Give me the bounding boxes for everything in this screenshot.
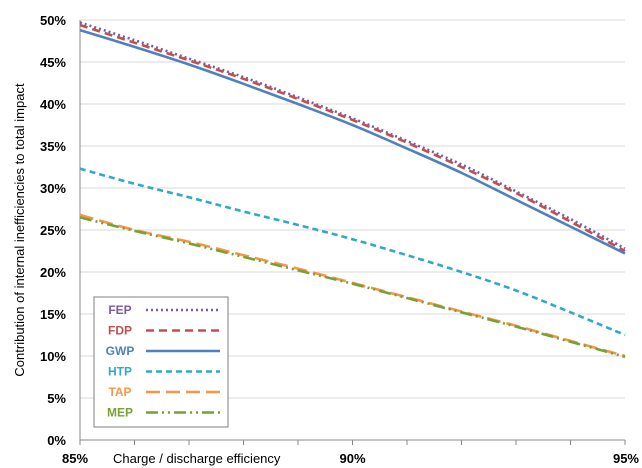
legend-label-gwp: GWP	[106, 344, 135, 358]
x-ticks: 85% 90% 95%	[62, 440, 639, 466]
y-axis-label: Contribution of internal inefficiencies …	[12, 83, 27, 377]
series-line-fep	[79, 21, 626, 250]
y-tick-label: 45%	[40, 55, 66, 70]
x-tick-label: 90%	[339, 451, 365, 466]
y-tick-label: 10%	[40, 349, 66, 364]
x-tick-label: 85%	[62, 451, 88, 466]
series-line-htp	[79, 167, 626, 337]
y-tick-label: 5%	[47, 391, 66, 406]
x-tick-label: 95%	[613, 451, 639, 466]
series-lines	[79, 21, 626, 359]
y-tick-label: 50%	[40, 13, 66, 28]
legend-label-fep: FEP	[108, 303, 131, 317]
y-tick-label: 15%	[40, 307, 66, 322]
series-line-mep	[79, 216, 626, 359]
y-tick-label: 20%	[40, 265, 66, 280]
legend: FEP FDP GWP HTP TAP MEP	[93, 296, 229, 428]
legend-label-mep: MEP	[107, 406, 133, 420]
legend-box	[93, 296, 229, 428]
y-tick-label: 30%	[40, 181, 66, 196]
series-line-fdp	[79, 23, 626, 253]
x-axis-label: Charge / discharge efficiency	[113, 451, 281, 466]
legend-label-fdp: FDP	[108, 324, 132, 338]
y-ticks: 0% 5% 10% 15% 20% 25% 30% 35% 40% 45% 50%	[40, 13, 66, 448]
y-tick-label: 25%	[40, 223, 66, 238]
y-tick-label: 40%	[40, 97, 66, 112]
legend-label-htp: HTP	[108, 365, 132, 379]
y-tick-label: 35%	[40, 139, 66, 154]
series-line-gwp	[79, 28, 626, 255]
legend-label-tap: TAP	[108, 385, 131, 399]
y-tick-label: 0%	[47, 433, 66, 448]
